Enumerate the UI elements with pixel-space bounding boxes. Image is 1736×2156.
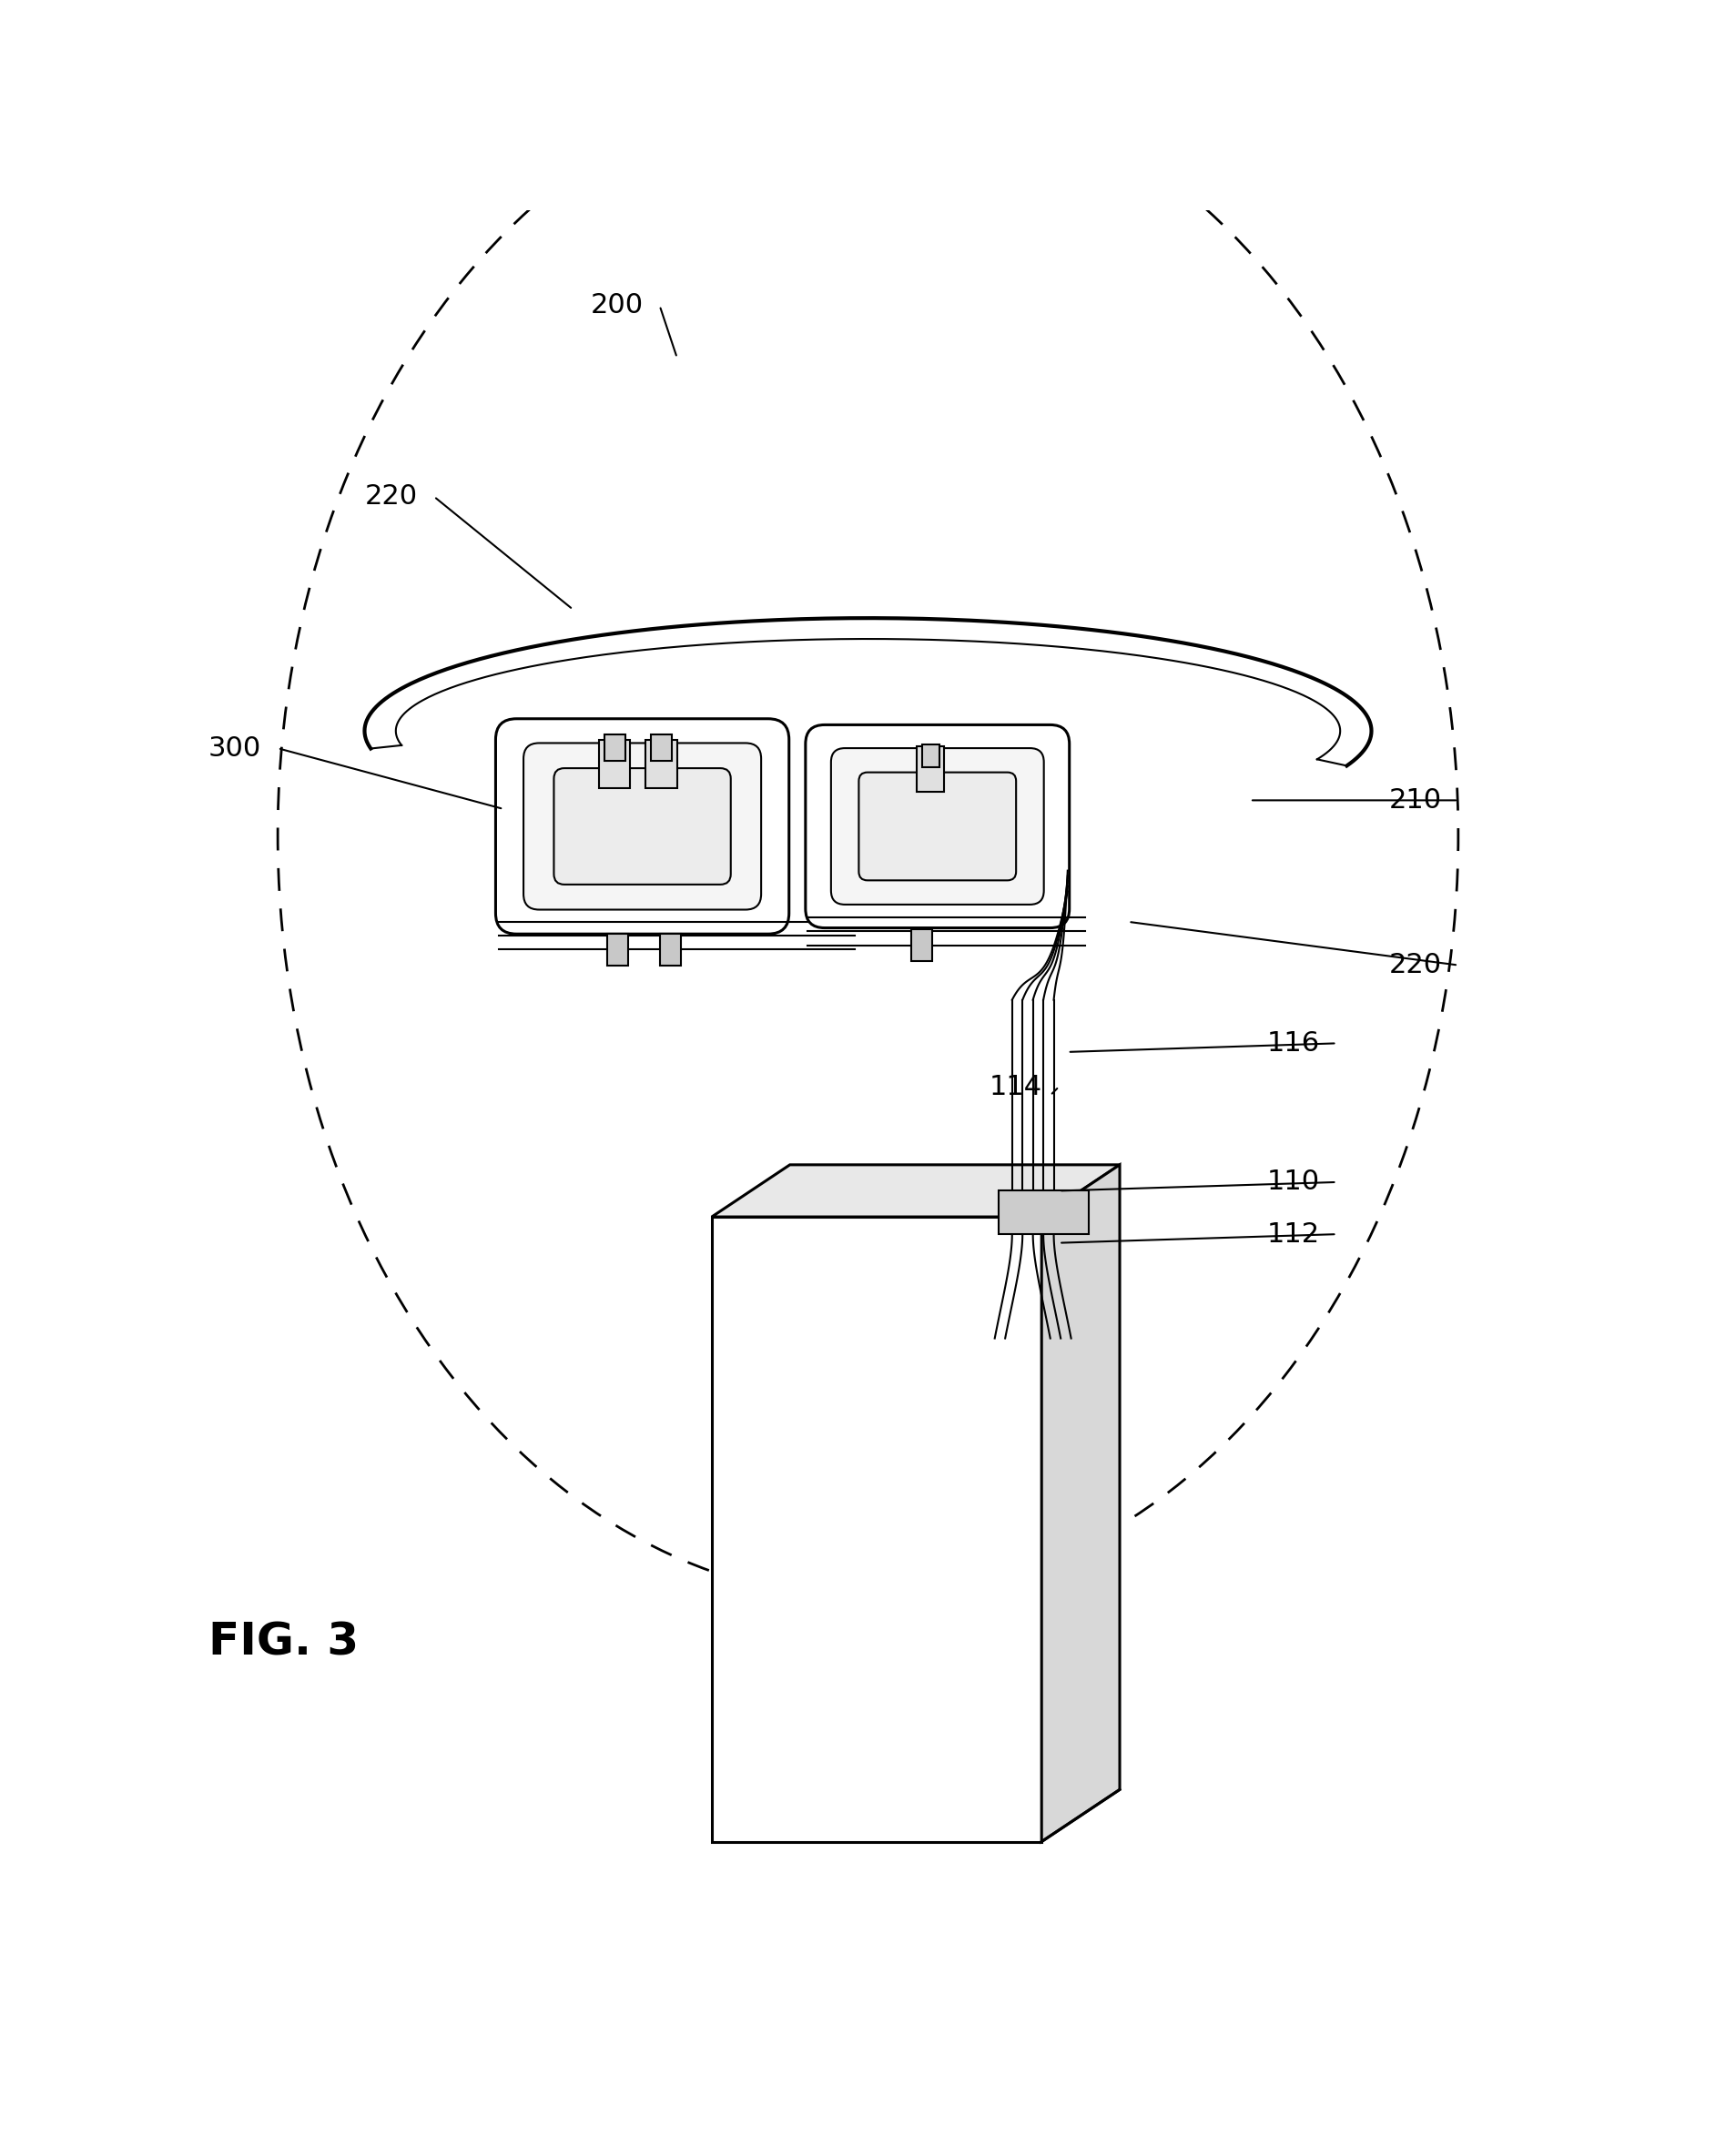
Bar (712, 1216, 1042, 1841)
Bar (998, 1190, 1088, 1233)
FancyBboxPatch shape (524, 744, 760, 910)
Polygon shape (1042, 1164, 1120, 1841)
Bar (599, 740, 630, 789)
FancyBboxPatch shape (496, 718, 788, 934)
Text: 210: 210 (1389, 787, 1441, 813)
FancyBboxPatch shape (859, 772, 1016, 880)
Bar (922, 744, 939, 768)
Text: 114: 114 (990, 1074, 1042, 1100)
Bar (604, 735, 625, 761)
FancyBboxPatch shape (832, 748, 1043, 906)
Bar (911, 929, 932, 962)
Text: 220: 220 (1389, 953, 1441, 979)
Text: 110: 110 (1267, 1169, 1319, 1194)
Text: 112: 112 (1267, 1220, 1319, 1248)
Bar (651, 735, 672, 761)
Text: 116: 116 (1267, 1031, 1319, 1056)
Bar (917, 746, 944, 791)
Bar (608, 934, 628, 966)
Text: 200: 200 (590, 293, 642, 319)
Text: 300: 300 (208, 735, 262, 761)
Bar (660, 934, 681, 966)
Polygon shape (712, 1164, 1120, 1216)
FancyBboxPatch shape (554, 768, 731, 884)
FancyBboxPatch shape (806, 724, 1069, 927)
Bar (646, 740, 677, 789)
Text: 220: 220 (365, 483, 417, 509)
Text: FIG. 3: FIG. 3 (208, 1619, 359, 1664)
